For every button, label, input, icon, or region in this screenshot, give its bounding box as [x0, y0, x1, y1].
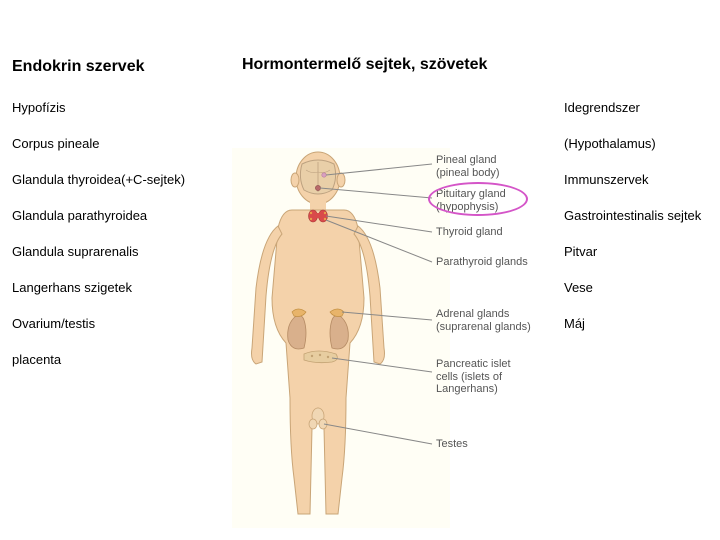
anatomy-diagram: Pineal gland (pineal body) Pituitary gla… — [232, 148, 552, 528]
left-column: Hypofízis Corpus pineale Glandula thyroi… — [12, 100, 185, 367]
heading-right: Hormontermelő sejtek, szövetek — [242, 56, 487, 74]
left-item: Glandula thyroidea(+C-sejtek) — [12, 172, 185, 187]
label-parathyroid: Parathyroid glands — [436, 256, 528, 269]
right-column: Idegrendszer (Hypothalamus) Immunszervek… — [564, 100, 701, 331]
label-pineal: Pineal gland (pineal body) — [436, 154, 500, 179]
label-thyroid: Thyroid gland — [436, 226, 503, 239]
label-testes: Testes — [436, 438, 468, 451]
heading-left: Endokrin szervek — [12, 58, 145, 76]
right-item: Immunszervek — [564, 172, 701, 187]
right-item: Idegrendszer — [564, 100, 701, 115]
left-item: placenta — [12, 352, 185, 367]
label-adrenal: Adrenal glands (suprarenal glands) — [436, 308, 531, 333]
left-item: Corpus pineale — [12, 136, 185, 151]
right-item: (Hypothalamus) — [564, 136, 701, 151]
left-item: Glandula parathyroidea — [12, 208, 185, 223]
left-item: Hypofízis — [12, 100, 185, 115]
highlight-pituitary — [428, 182, 528, 216]
left-item: Ovarium/testis — [12, 316, 185, 331]
right-item: Gastrointestinalis sejtek — [564, 208, 701, 223]
right-item: Vese — [564, 280, 701, 295]
right-item: Pitvar — [564, 244, 701, 259]
left-item: Langerhans szigetek — [12, 280, 185, 295]
label-pancreatic: Pancreatic islet cells (islets of Langer… — [436, 358, 511, 396]
left-item: Glandula suprarenalis — [12, 244, 185, 259]
right-item: Máj — [564, 316, 701, 331]
